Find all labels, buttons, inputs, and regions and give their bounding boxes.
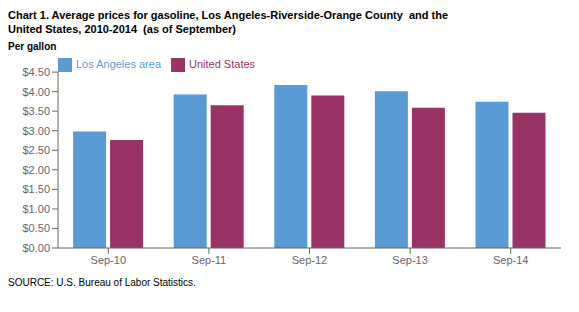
svg-text:Sep-12: Sep-12 xyxy=(292,254,327,266)
svg-text:$4.50: $4.50 xyxy=(22,66,50,78)
svg-text:$2.00: $2.00 xyxy=(22,164,50,176)
svg-text:Sep-10: Sep-10 xyxy=(91,254,126,266)
html-text:SOURCE: U.S. Bureau of Labor S: SOURCE: U.S. Bureau of Labor Statistics. xyxy=(8,277,196,288)
svg-text:Sep-11: Sep-11 xyxy=(192,254,227,266)
html-text:Chart 1. Average prices for ga: Chart 1. Average prices for gasoline, Lo… xyxy=(8,9,449,21)
svg-text:$0.50: $0.50 xyxy=(22,222,50,234)
svg-text:$2.50: $2.50 xyxy=(22,144,50,156)
html-text:United States: United States xyxy=(189,58,256,70)
html-text:Los Angeles area: Los Angeles area xyxy=(76,58,161,70)
svg-text:Sep-13: Sep-13 xyxy=(392,254,427,266)
html-text:United States, 2010-2014 (as o: United States, 2010-2014 (as of Septembe… xyxy=(8,23,236,35)
svg-text:$1.00: $1.00 xyxy=(22,203,50,215)
svg-text:$0.00: $0.00 xyxy=(22,242,50,254)
svg-text:Sep-14: Sep-14 xyxy=(493,254,528,266)
svg-text:$4.00: $4.00 xyxy=(22,86,50,98)
html-text:Per gallon: Per gallon xyxy=(8,41,57,52)
svg-text:$3.50: $3.50 xyxy=(22,105,50,117)
svg-text:$3.00: $3.00 xyxy=(22,125,50,137)
svg-text:$1.50: $1.50 xyxy=(22,183,50,195)
